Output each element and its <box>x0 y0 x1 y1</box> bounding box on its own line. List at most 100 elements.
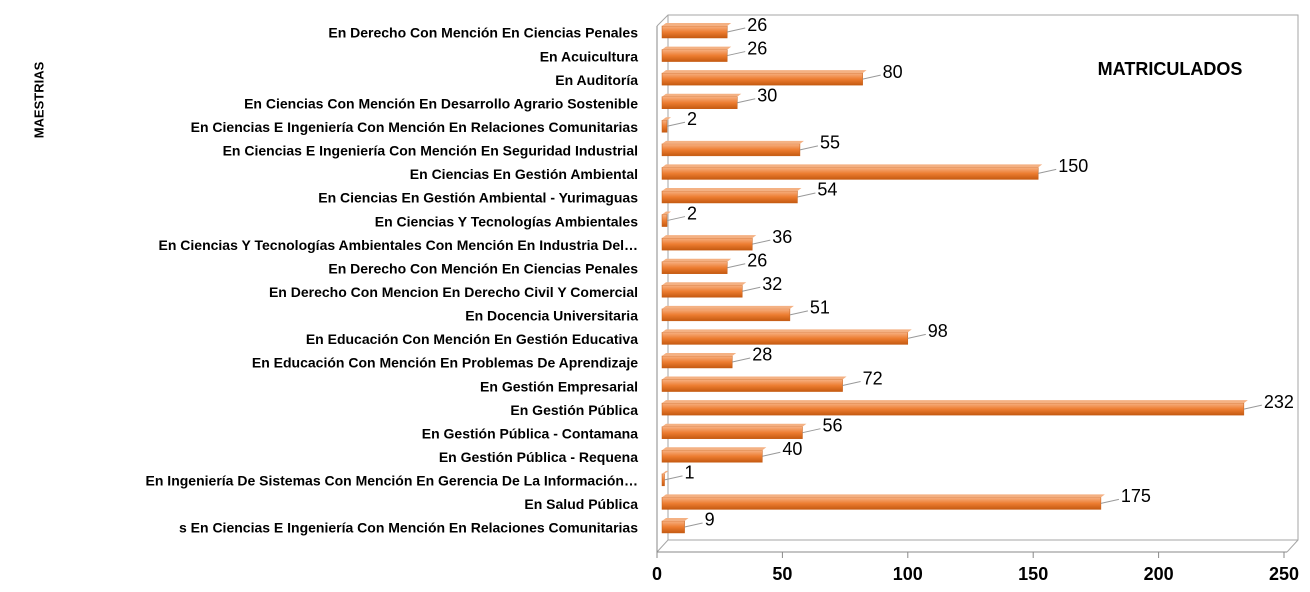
y-tick-label: En Gestión Pública - Contamana <box>422 425 638 441</box>
bar-top <box>662 187 802 191</box>
y-axis-label: MAESTRIAS <box>31 61 46 138</box>
bar <box>661 426 803 439</box>
leader <box>742 286 761 292</box>
bar-top <box>662 164 1043 168</box>
leader <box>727 27 746 33</box>
data-label: 2 <box>687 109 697 129</box>
bar <box>661 190 798 204</box>
y-tick-label: En Educación Con Mención En Gestión Educ… <box>306 331 638 347</box>
leader <box>802 428 821 434</box>
leader <box>789 310 809 316</box>
leader <box>727 51 746 57</box>
leader <box>1038 168 1057 174</box>
y-tick-label: En Ciencias E Ingeniería Con Mención En … <box>191 119 639 135</box>
data-label: 232 <box>1264 392 1294 412</box>
leader <box>666 216 686 222</box>
bar <box>661 261 728 274</box>
bar <box>661 72 863 86</box>
y-tick-label: En Educación Con Mención En Problemas De… <box>252 355 638 371</box>
bar <box>661 473 665 487</box>
data-label: 175 <box>1121 486 1151 506</box>
data-label: 28 <box>752 345 772 365</box>
leader <box>907 333 926 339</box>
x-tick-label: 250 <box>1269 564 1299 584</box>
y-tick-label: En Salud Pública <box>524 496 638 512</box>
leader <box>797 192 816 198</box>
y-tick-label: En Acuicultura <box>540 48 638 64</box>
data-label: 98 <box>928 321 948 341</box>
data-label: 150 <box>1058 156 1088 176</box>
data-label: 26 <box>747 38 767 58</box>
bar <box>661 49 728 62</box>
bar <box>661 402 1245 416</box>
bar <box>661 379 843 392</box>
bar-top <box>662 140 804 144</box>
bar <box>661 332 909 345</box>
y-tick-label: En Derecho Con Mencion En Derecho Civil … <box>269 284 638 300</box>
data-label: 32 <box>762 274 782 294</box>
leader <box>666 121 686 127</box>
data-label: 80 <box>883 62 903 82</box>
bar-top <box>662 282 747 286</box>
bar-top <box>662 470 669 474</box>
y-tick-label: En Ciencias En Gestión Ambiental <box>410 166 638 182</box>
data-label: 56 <box>822 415 842 435</box>
leader <box>732 357 751 363</box>
bar-top <box>662 447 767 451</box>
data-label: 1 <box>685 463 695 483</box>
bar-top <box>662 23 732 26</box>
y-tick-label: En Ciencias E Ingeniería Con Mención En … <box>223 143 638 159</box>
bar-top <box>662 117 672 121</box>
y-tick-label: En Gestión Pública <box>510 402 638 418</box>
data-label: 51 <box>810 298 830 318</box>
x-tick-label: 50 <box>772 564 792 584</box>
data-label: 26 <box>747 250 767 270</box>
y-tick-label: En Auditoría <box>555 72 638 88</box>
y-tick-label: En Derecho Con Mención En Ciencias Penal… <box>328 25 638 41</box>
leader <box>842 381 861 387</box>
data-label: 30 <box>757 85 777 105</box>
y-tick-label: En Gestión Empresarial <box>480 378 638 394</box>
leader <box>737 98 756 104</box>
x-tick-label: 200 <box>1144 564 1174 584</box>
y-tick-label: En Ciencias En Gestión Ambiental - Yurim… <box>318 190 638 206</box>
bar-top <box>662 70 867 74</box>
leader <box>1243 404 1262 410</box>
x-tick-label: 0 <box>652 564 662 584</box>
bar <box>661 143 801 157</box>
chart-title: MATRICULADOS <box>1098 59 1243 79</box>
data-label: 54 <box>817 180 837 200</box>
bar <box>661 450 763 463</box>
data-label: 26 <box>747 15 767 35</box>
leader <box>862 74 881 80</box>
leader <box>727 263 746 269</box>
bar <box>661 25 728 39</box>
bar <box>661 120 668 133</box>
y-tick-label: En Ciencias Y Tecnologías Ambientales <box>375 213 638 229</box>
data-label: 36 <box>772 227 792 247</box>
x-tick-label: 100 <box>893 564 923 584</box>
y-tick-label: En Derecho Con Mención En Ciencias Penal… <box>328 260 638 276</box>
data-label: 55 <box>820 133 840 153</box>
bar <box>661 520 685 534</box>
bar-top <box>662 258 732 262</box>
x-tick-label: 150 <box>1018 564 1048 584</box>
bar-top <box>662 494 1105 498</box>
y-tick-label: En Ingeniería De Sistemas Con Mención En… <box>146 473 638 489</box>
leader <box>664 475 683 481</box>
data-label: 40 <box>782 439 802 459</box>
bar <box>661 308 791 322</box>
bar-top <box>662 329 912 333</box>
bar-top <box>662 376 847 380</box>
bar-top <box>662 517 689 521</box>
y-tick-label: s En Ciencias E Ingeniería Con Mención E… <box>179 520 638 536</box>
data-label: 9 <box>705 510 715 530</box>
bar-top <box>662 352 737 356</box>
bar <box>661 214 668 227</box>
data-label: 2 <box>687 203 697 223</box>
bar <box>661 285 743 298</box>
leader <box>799 145 819 151</box>
bar-top <box>662 423 807 427</box>
bar-top <box>662 211 672 215</box>
